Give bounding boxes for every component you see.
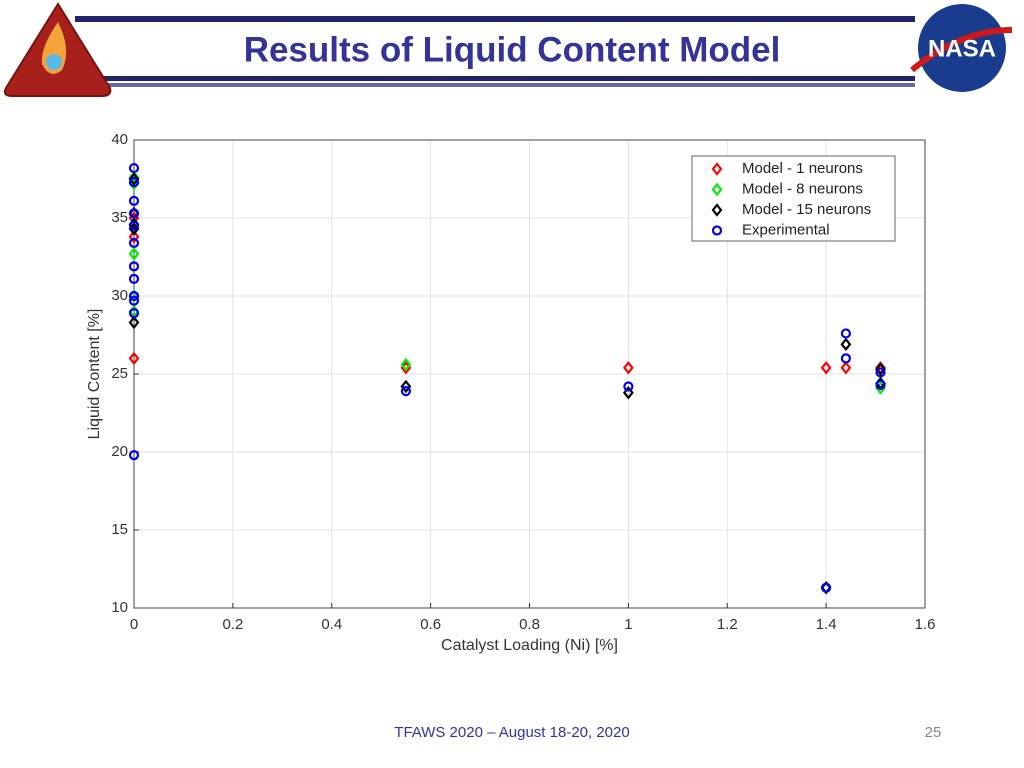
data-point: [128, 162, 140, 174]
page-number: 25: [925, 724, 942, 741]
data-point: [128, 195, 140, 206]
x-tick-label: 0.6: [420, 616, 441, 633]
chart: 0 0.2 0.4 0.6 0.8 1 1.2 1.4 1.6 10 15 20 25 30 35 40 Cat…: [86, 131, 935, 654]
axes-frame: [133, 139, 926, 609]
legend-label: Model - 1 neurons: [742, 160, 863, 177]
x-tick-label: 1.2: [717, 616, 738, 633]
nasa-swoosh: [910, 27, 1013, 73]
data-point: [128, 220, 140, 231]
data-point: [128, 295, 140, 306]
y-tick-label: 10: [111, 599, 128, 616]
y-tick-label: 15: [111, 521, 128, 538]
data-point: [820, 360, 832, 375]
nasa-globe: [918, 4, 1006, 92]
data-point: [622, 385, 634, 400]
header-bar-bottom: [75, 76, 915, 81]
y-tick-label: 35: [111, 209, 128, 226]
legend-marker: [711, 162, 723, 176]
data-point: [840, 360, 852, 375]
data-point: [875, 362, 886, 377]
legend-box: [691, 155, 896, 242]
data-point: [128, 351, 140, 366]
data-point: [128, 308, 140, 319]
x-tick-label: 0.4: [321, 616, 342, 633]
x-tick-label: 1: [624, 616, 632, 633]
data-point: [128, 450, 140, 461]
data-point: [623, 381, 634, 392]
data-point: [875, 379, 886, 391]
legend-marker: [711, 182, 723, 197]
data-point: [128, 290, 140, 302]
legend-label: Model - 8 neurons: [742, 180, 863, 197]
footer-text: TFAWS 2020 – August 18-20, 2020: [394, 724, 629, 741]
y-tick-label: 20: [111, 443, 128, 460]
legend-label: Experimental: [742, 221, 830, 238]
data-point: [128, 229, 140, 244]
nasa-text: NASA: [928, 35, 996, 62]
x-tick-label: 1.4: [816, 616, 837, 633]
data-point: [128, 247, 140, 261]
data-point: [128, 315, 140, 330]
y-axis-label: Liquid Content [%]: [86, 309, 103, 440]
data-point: [840, 337, 852, 352]
x-tick-label: 0.8: [519, 616, 540, 633]
nasa-logo: NASA: [910, 4, 1013, 92]
legend-label: Model - 15 neurons: [742, 201, 871, 218]
data-point: [128, 208, 140, 219]
x-tick-label: 0: [130, 616, 138, 633]
data-point: [840, 353, 852, 364]
data-point: [400, 379, 412, 394]
data-point: [128, 237, 140, 249]
data-point: [128, 261, 140, 272]
x-axis-label: Catalyst Loading (Ni) [%]: [441, 637, 618, 654]
data-point: [128, 177, 140, 188]
x-tick-label: 0.2: [222, 616, 243, 633]
data-point: [128, 273, 140, 284]
y-tick-label: 30: [111, 287, 128, 304]
legend-marker: [711, 225, 723, 236]
logo-drop: [46, 54, 62, 70]
data-point: [875, 367, 886, 378]
header-bar-shadow: [75, 83, 915, 87]
x-tick-label: 1.6: [915, 616, 936, 633]
data-point: [821, 582, 832, 593]
data-point: [400, 357, 412, 372]
y-tick-label: 25: [111, 365, 128, 382]
data-point: [840, 328, 852, 339]
data-point: [128, 172, 140, 186]
legend-marker: [711, 203, 723, 217]
y-tick-label: 40: [111, 131, 128, 148]
data-point: [622, 360, 634, 375]
data-point: [400, 386, 412, 397]
slide-title: Results of Liquid Content Model: [244, 30, 781, 69]
workshop-logo: [3, 2, 112, 97]
header-bar-top: [75, 16, 915, 22]
